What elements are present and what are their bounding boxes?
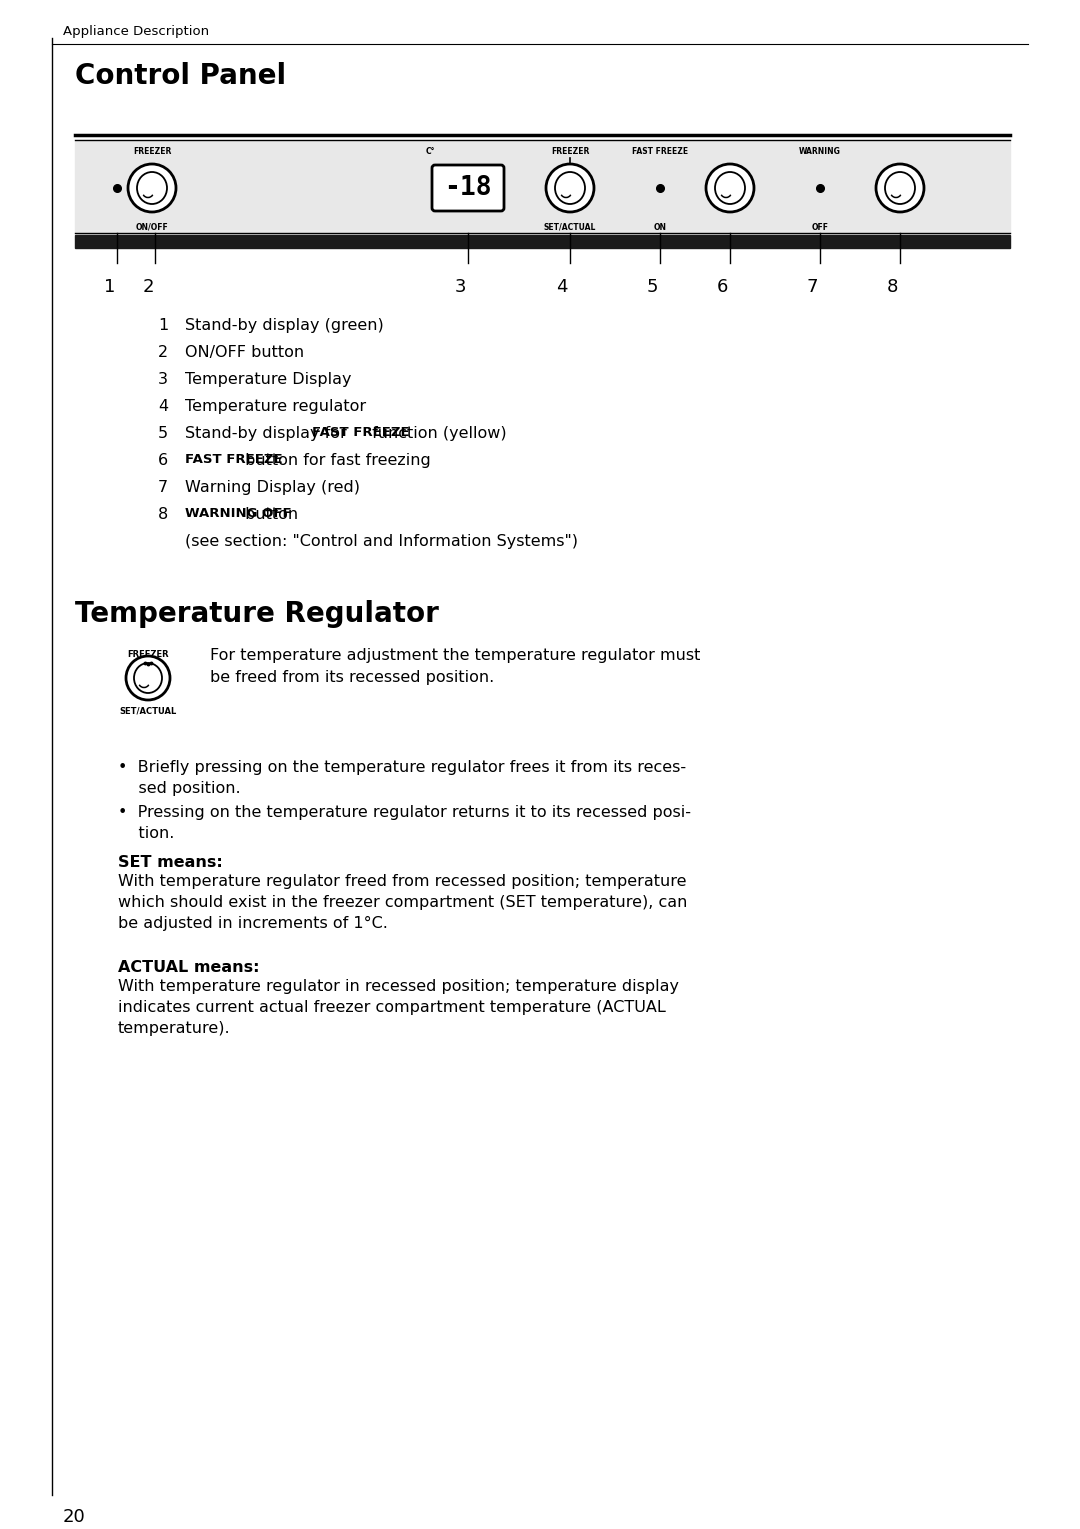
Text: Temperature regulator: Temperature regulator xyxy=(185,399,366,414)
Text: •  Briefly pressing on the temperature regulator frees it from its reces-
    se: • Briefly pressing on the temperature re… xyxy=(118,760,686,797)
Text: 20: 20 xyxy=(63,1508,85,1526)
Text: Warning Display (red): Warning Display (red) xyxy=(185,480,360,495)
Text: 8: 8 xyxy=(887,278,897,297)
Text: 2: 2 xyxy=(158,346,168,359)
Text: -18: -18 xyxy=(444,174,491,200)
Text: FREEZER: FREEZER xyxy=(133,147,172,156)
Text: For temperature adjustment the temperature regulator must
be freed from its rece: For temperature adjustment the temperatu… xyxy=(210,648,700,685)
Circle shape xyxy=(129,164,176,213)
Text: With temperature regulator freed from recessed position; temperature
which shoul: With temperature regulator freed from re… xyxy=(118,875,687,931)
Text: FAST FREEZE: FAST FREEZE xyxy=(632,147,688,156)
Text: Stand-by display for: Stand-by display for xyxy=(185,427,352,440)
Text: 4: 4 xyxy=(158,399,168,414)
Circle shape xyxy=(126,656,170,700)
Bar xyxy=(75,235,1010,248)
Text: FREEZER: FREEZER xyxy=(551,147,590,156)
Circle shape xyxy=(876,164,924,213)
Text: With temperature regulator in recessed position; temperature display
indicates c: With temperature regulator in recessed p… xyxy=(118,979,679,1037)
Text: 8: 8 xyxy=(158,508,168,521)
Text: Temperature Regulator: Temperature Regulator xyxy=(75,599,438,628)
Text: SET means:: SET means: xyxy=(118,855,222,870)
Text: WARNING: WARNING xyxy=(799,147,841,156)
Text: FAST FREEZE: FAST FREEZE xyxy=(312,427,409,439)
Text: Appliance Description: Appliance Description xyxy=(63,24,210,38)
Text: 6: 6 xyxy=(158,453,168,468)
Text: 2: 2 xyxy=(143,278,153,297)
Bar xyxy=(75,141,1010,232)
Text: (see section: "Control and Information Systems"): (see section: "Control and Information S… xyxy=(185,534,578,549)
Text: 7: 7 xyxy=(807,278,818,297)
Circle shape xyxy=(706,164,754,213)
Text: 1: 1 xyxy=(105,278,116,297)
Text: button: button xyxy=(240,508,298,521)
Text: 5: 5 xyxy=(646,278,658,297)
Text: Temperature Display: Temperature Display xyxy=(185,372,351,387)
Text: ON/OFF: ON/OFF xyxy=(136,223,168,232)
Text: C°: C° xyxy=(426,147,434,156)
Text: WARNING OFF: WARNING OFF xyxy=(185,508,292,520)
Text: 6: 6 xyxy=(716,278,728,297)
Text: 1: 1 xyxy=(158,318,168,333)
Text: Stand-by display (green): Stand-by display (green) xyxy=(185,318,383,333)
FancyBboxPatch shape xyxy=(432,165,504,211)
Text: function (yellow): function (yellow) xyxy=(367,427,507,440)
Text: ON/OFF button: ON/OFF button xyxy=(185,346,305,359)
Text: SET/ACTUAL: SET/ACTUAL xyxy=(544,223,596,232)
Text: 3: 3 xyxy=(455,278,465,297)
Text: OFF: OFF xyxy=(811,223,828,232)
Text: ACTUAL means:: ACTUAL means: xyxy=(118,960,259,976)
Circle shape xyxy=(546,164,594,213)
Text: FAST FREEZE: FAST FREEZE xyxy=(185,453,283,466)
Text: SET/ACTUAL: SET/ACTUAL xyxy=(120,706,177,716)
Text: 3: 3 xyxy=(158,372,168,387)
Text: 4: 4 xyxy=(556,278,568,297)
Text: ON: ON xyxy=(653,223,666,232)
Text: Control Panel: Control Panel xyxy=(75,63,286,90)
Text: 5: 5 xyxy=(158,427,168,440)
Text: •  Pressing on the temperature regulator returns it to its recessed posi-
    ti: • Pressing on the temperature regulator … xyxy=(118,804,691,841)
Text: FREEZER: FREEZER xyxy=(127,650,168,659)
Text: button for fast freezing: button for fast freezing xyxy=(240,453,431,468)
Text: 7: 7 xyxy=(158,480,168,495)
